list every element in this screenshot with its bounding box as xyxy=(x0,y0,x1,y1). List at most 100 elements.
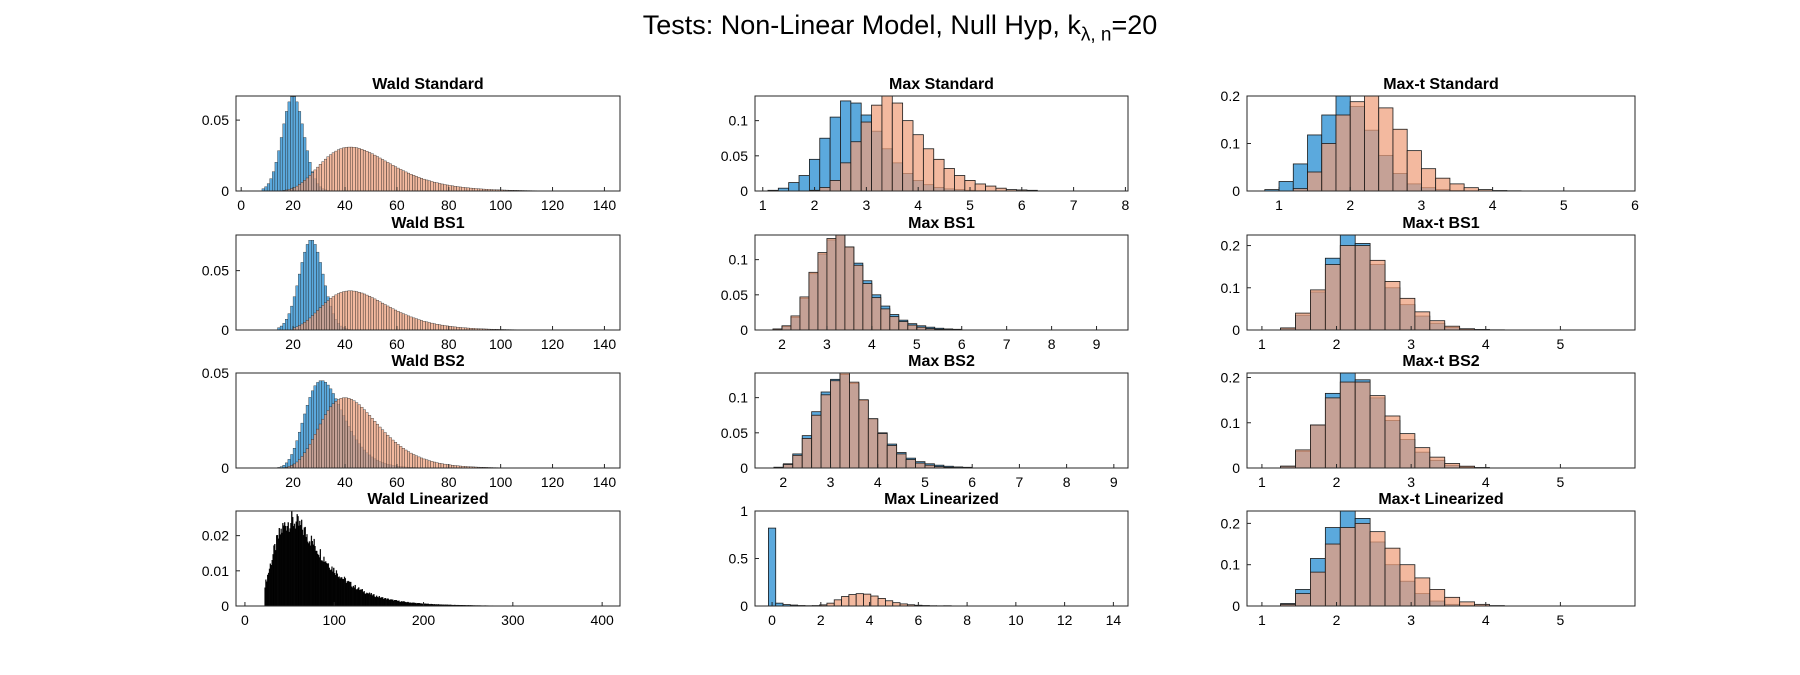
bar-wald-bs2-s1-51 xyxy=(412,454,416,468)
bar-wald-bs1-s1-46 xyxy=(412,317,416,330)
bar-wald-bs2-s1-14 xyxy=(316,428,320,468)
subplot-title-maxt-linearized: Max-t Linearized xyxy=(1378,491,1503,508)
xtick-label-maxt-linearized-2: 2 xyxy=(1333,612,1341,628)
bar-wald-standard-s1-69 xyxy=(456,186,460,191)
bars-wald-bs1 xyxy=(277,240,605,330)
xtick-label-wald-bs1-20: 20 xyxy=(285,336,301,352)
bar-wald-standard-s0-4 xyxy=(272,171,276,191)
xtick-label-wald-standard-40: 40 xyxy=(337,197,353,213)
bar-wald-bs2-s1-6 xyxy=(295,461,299,468)
xtick-label-max-standard-3: 3 xyxy=(862,197,870,213)
bar-wald-standard-s1-34 xyxy=(365,151,369,191)
bar-wald-bs2-s1-36 xyxy=(373,421,377,468)
bar-wald-standard-s1-37 xyxy=(373,154,377,191)
bar-wald-bs1-s1-44 xyxy=(407,315,411,330)
bar-wald-standard-s1-29 xyxy=(352,147,356,191)
bar-wald-standard-s1-21 xyxy=(331,152,335,191)
ytick-label-wald-linearized-1: 0.01 xyxy=(202,563,229,579)
bar-wald-bs1-s1-41 xyxy=(399,312,403,330)
bar-wald-standard-s1-59 xyxy=(430,181,434,191)
figure-title-main: Tests: Non-Linear Model, Null Hyp, k xyxy=(642,10,1081,40)
bar-wald-standard-s1-40 xyxy=(381,159,385,191)
xtick-label-maxt-standard-5: 5 xyxy=(1560,197,1568,213)
bar-maxt-standard-s1-2 xyxy=(1321,143,1337,191)
bars-maxt-bs2 xyxy=(1280,373,1490,468)
bar-wald-standard-s1-38 xyxy=(375,156,379,191)
bar-wald-standard-s0-14 xyxy=(298,111,302,191)
bar-wald-standard-s1-51 xyxy=(409,174,413,191)
bar-wald-bs2-s1-40 xyxy=(383,432,387,468)
bar-max-bs1-s1-10 xyxy=(862,283,873,330)
subplot-title-wald-bs1: Wald BS1 xyxy=(391,215,464,232)
bar-wald-bs1-s1-29 xyxy=(368,296,372,330)
xtick-label-maxt-bs1-3: 3 xyxy=(1407,336,1415,352)
bar-wald-bs2-s1-63 xyxy=(443,463,447,468)
bar-wald-bs1-s1-19 xyxy=(342,291,346,330)
bar-wald-standard-s1-47 xyxy=(399,169,403,191)
bar-wald-bs1-s1-27 xyxy=(362,293,366,330)
bar-wald-bs1-s1-22 xyxy=(349,290,353,330)
bar-max-linearized-s1-10 xyxy=(877,598,886,606)
bar-wald-bs1-s1-58 xyxy=(443,325,447,330)
bar-wald-standard-s0-3 xyxy=(269,178,273,191)
ytick-label-maxt-bs1-0: 0 xyxy=(1232,322,1240,338)
xtick-label-max-bs2-6: 6 xyxy=(968,474,976,490)
xtick-label-maxt-bs2-3: 3 xyxy=(1407,474,1415,490)
bars-max-standard xyxy=(767,96,1038,191)
bar-wald-bs2-s1-57 xyxy=(427,460,431,468)
bars-maxt-standard xyxy=(1264,96,1522,191)
xtick-label-max-bs2-5: 5 xyxy=(921,474,929,490)
bar-wald-bs1-s0-7 xyxy=(295,285,299,330)
bar-wald-bs2-s1-13 xyxy=(313,434,317,468)
bar-wald-standard-s1-41 xyxy=(383,160,387,191)
bars-wald-standard xyxy=(261,96,605,191)
subplot-title-maxt-standard: Max-t Standard xyxy=(1383,76,1499,93)
bar-max-bs2-s1-4 xyxy=(811,414,822,468)
bar-wald-standard-s1-53 xyxy=(414,176,418,191)
xtick-label-max-bs2-4: 4 xyxy=(874,474,882,490)
bar-wald-bs2-s1-60 xyxy=(435,462,439,468)
bar-max-bs1-s1-1 xyxy=(781,325,792,330)
bars-wald-linearized xyxy=(264,511,514,606)
bar-wald-bs2-s1-7 xyxy=(298,459,302,468)
bar-wald-bs1-s1-10 xyxy=(318,307,322,330)
bar-wald-bs2-s1-23 xyxy=(339,398,343,468)
bar-wald-standard-s1-26 xyxy=(344,147,348,191)
bar-max-bs2-s1-14 xyxy=(905,459,916,468)
bar-max-standard-s1-11 xyxy=(922,148,935,191)
subplot-title-max-standard: Max Standard xyxy=(889,76,994,93)
bar-max-standard-s1-6 xyxy=(871,104,883,191)
bar-wald-bs1-s1-54 xyxy=(433,323,436,330)
xtick-label-wald-bs2-120: 120 xyxy=(541,474,565,490)
xtick-label-wald-bs2-80: 80 xyxy=(441,474,457,490)
xtick-label-max-bs1-6: 6 xyxy=(958,336,966,352)
bar-max-bs2-s1-6 xyxy=(830,380,841,468)
bar-wald-standard-s1-60 xyxy=(433,181,436,191)
xtick-label-wald-bs2-40: 40 xyxy=(337,474,353,490)
bar-wald-bs1-s1-15 xyxy=(331,296,335,330)
bar-wald-bs2-s1-12 xyxy=(311,439,315,468)
ytick-label-maxt-bs1-1: 0.1 xyxy=(1221,280,1241,296)
bar-wald-bs2-s1-49 xyxy=(407,451,411,468)
bar-wald-standard-s1-42 xyxy=(386,162,390,191)
bar-maxt-bs2-s1-8 xyxy=(1399,433,1416,468)
bar-max-bs2-s1-2 xyxy=(792,454,803,468)
bar-wald-standard-s1-71 xyxy=(461,187,465,191)
axes-box-max-bs2 xyxy=(754,372,1129,469)
bar-wald-bs2-s1-38 xyxy=(378,426,382,468)
bar-wald-bs2-s1-43 xyxy=(391,439,395,468)
bar-wald-standard-s1-13 xyxy=(311,172,315,191)
axes-box-maxt-linearized xyxy=(1246,510,1636,607)
ytick-label-wald-standard-1: 0.05 xyxy=(202,112,229,128)
bar-wald-standard-s0-1 xyxy=(264,186,268,191)
subplot-title-maxt-bs2: Max-t BS2 xyxy=(1402,353,1479,370)
bar-wald-bs1-s1-8 xyxy=(313,312,317,330)
bar-wald-standard-s1-52 xyxy=(412,175,416,191)
axes-box-maxt-bs2 xyxy=(1246,372,1636,469)
bar-max-linearized-s0-0 xyxy=(768,527,777,606)
bar-wald-standard-s1-49 xyxy=(404,171,408,191)
bar-wald-bs1-s1-17 xyxy=(337,293,340,330)
subplot-title-max-bs1: Max BS1 xyxy=(908,215,975,232)
bar-maxt-linearized-s1-11 xyxy=(1444,596,1461,606)
xtick-label-wald-linearized-300: 300 xyxy=(501,612,525,628)
